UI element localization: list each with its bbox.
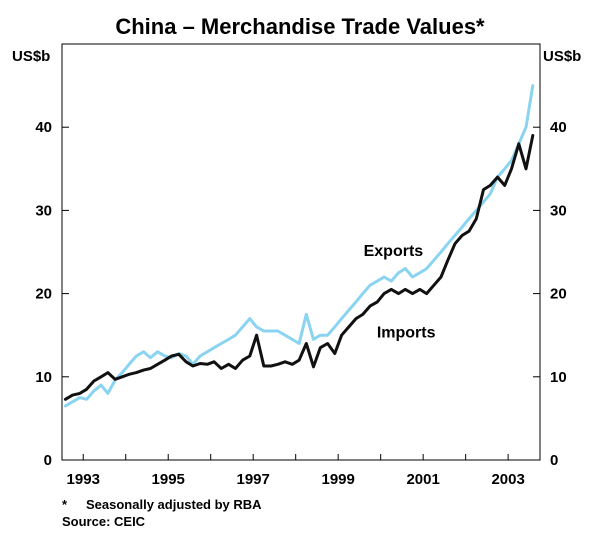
y-tick-label-left: 40 — [35, 119, 52, 136]
x-tick-label: 1993 — [67, 471, 100, 488]
exports-line — [63, 84, 535, 408]
imports-line — [63, 134, 535, 401]
y-tick-label-left: 0 — [44, 452, 52, 469]
y-tick-label-left: 30 — [35, 202, 52, 219]
x-tick-label: 2001 — [406, 471, 439, 488]
y-tick-label-left: 20 — [35, 286, 52, 303]
plot-area-frame — [61, 43, 541, 461]
y-tick-label-right: 40 — [550, 119, 567, 136]
x-tick-label: 2003 — [491, 471, 524, 488]
x-tick-label: 1995 — [152, 471, 185, 488]
y-tick-label-right: 0 — [550, 452, 558, 469]
footnote-asterisk: * — [62, 497, 68, 512]
footnote-seasonal: * Seasonally adjusted by RBA — [62, 497, 262, 512]
y-axis-unit-left: US$b — [12, 48, 51, 65]
footnote-text: Seasonally adjusted by RBA — [86, 497, 262, 512]
exports-label: Exports — [364, 243, 424, 260]
x-tick-label: 1999 — [321, 471, 354, 488]
y-tick-label-right: 10 — [550, 369, 567, 386]
imports-label: Imports — [377, 325, 436, 342]
y-tick-label-right: 30 — [550, 202, 567, 219]
footnote-source: Source: CEIC — [62, 514, 146, 529]
y-tick-label-left: 10 — [35, 369, 52, 386]
chart-title: China – Merchandise Trade Values* — [115, 14, 485, 39]
y-axis-unit-right: US$b — [543, 48, 582, 65]
y-tick-label-right: 20 — [550, 286, 567, 303]
x-tick-label: 1997 — [237, 471, 270, 488]
